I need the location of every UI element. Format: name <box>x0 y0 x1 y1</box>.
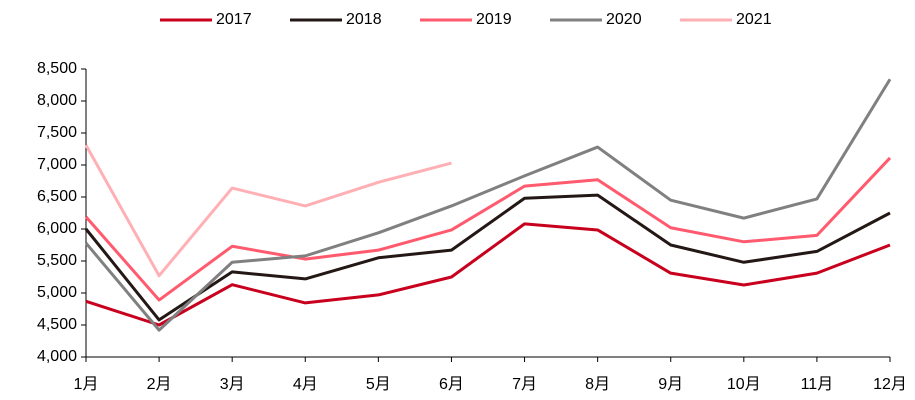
x-tick-label: 6月 <box>439 376 464 393</box>
series-line <box>84 193 891 322</box>
y-tick-label: 8,500 <box>37 60 77 77</box>
x-tick-label: 3月 <box>220 376 245 393</box>
series-line <box>84 78 892 332</box>
y-tick-label: 4,500 <box>37 316 77 333</box>
x-tick-label: 9月 <box>658 376 683 393</box>
x-tick-label: 10月 <box>727 376 761 393</box>
y-tick-label: 7,500 <box>37 124 77 141</box>
y-tick-label: 4,000 <box>37 348 77 365</box>
series-line <box>85 222 891 327</box>
x-tick-label: 4月 <box>293 376 318 393</box>
legend-label: 2019 <box>476 11 512 28</box>
x-tick-label: 2月 <box>147 376 172 393</box>
legend-label: 2017 <box>216 11 252 28</box>
x-tick-label: 1月 <box>74 376 99 393</box>
y-tick-label: 6,500 <box>37 188 77 205</box>
x-tick-label: 5月 <box>366 376 391 393</box>
legend-label: 2018 <box>346 11 382 28</box>
legend-label: 2020 <box>606 11 642 28</box>
series-line <box>84 156 892 302</box>
y-tick-label: 5,000 <box>37 284 77 301</box>
x-tick-label: 12月 <box>873 376 907 393</box>
legend-label: 2021 <box>736 11 772 28</box>
series-line <box>84 144 452 278</box>
y-tick-label: 7,000 <box>37 156 77 173</box>
y-tick-label: 5,500 <box>37 252 77 269</box>
y-tick-label: 6,000 <box>37 220 77 237</box>
x-tick-label: 7月 <box>512 376 537 393</box>
y-tick-label: 8,000 <box>37 92 77 109</box>
x-tick-label: 8月 <box>585 376 610 393</box>
x-tick-label: 11月 <box>801 376 834 393</box>
